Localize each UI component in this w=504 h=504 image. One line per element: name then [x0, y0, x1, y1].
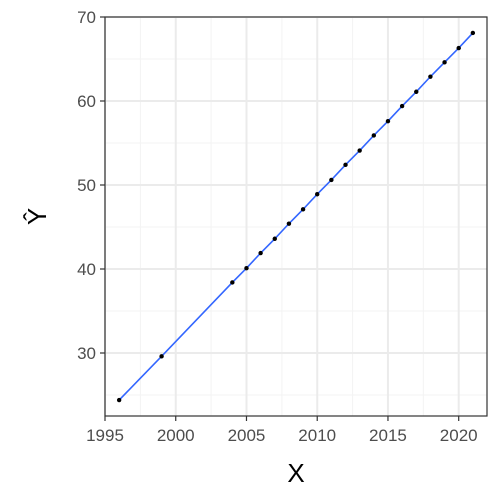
- x-tick-label: 2005: [228, 426, 266, 445]
- x-tick-label: 2015: [369, 426, 407, 445]
- x-tick-label: 2000: [157, 426, 195, 445]
- data-point: [399, 103, 405, 109]
- x-axis: 1995 2000 2005 2010 2015 2020: [86, 416, 478, 445]
- data-point: [159, 354, 164, 359]
- x-tick-label: 2010: [298, 426, 336, 445]
- y-axis: 30 40 50 60 70: [77, 8, 105, 363]
- data-point: [414, 89, 419, 94]
- y-tick-label: 60: [77, 92, 96, 111]
- data-point: [258, 250, 263, 256]
- minor-gridlines: [105, 17, 487, 416]
- data-point: [315, 192, 320, 197]
- y-axis-title: Ŷ: [22, 208, 52, 225]
- data-point: [343, 162, 348, 168]
- data-point: [371, 133, 377, 138]
- y-tick-label: 70: [77, 8, 96, 27]
- data-point: [272, 236, 277, 241]
- data-point: [286, 221, 292, 226]
- series-layer: [116, 30, 476, 403]
- data-point: [428, 74, 433, 79]
- data-point: [329, 177, 334, 183]
- data-point: [116, 397, 122, 403]
- series-line: [118, 32, 474, 401]
- data-point: [456, 45, 461, 51]
- x-axis-title: X: [287, 458, 304, 488]
- data-point: [385, 118, 391, 124]
- x-tick-label: 1995: [86, 426, 124, 445]
- plot-panel-border: [104, 16, 488, 417]
- data-point: [244, 265, 249, 271]
- y-tick-label: 30: [77, 344, 96, 363]
- data-point: [442, 60, 447, 65]
- data-point: [357, 148, 362, 153]
- y-tick-label: 40: [77, 260, 96, 279]
- x-tick-label: 2020: [440, 426, 478, 445]
- data-point: [230, 280, 235, 285]
- data-point: [300, 207, 306, 212]
- y-tick-label: 50: [77, 176, 96, 195]
- data-point: [470, 30, 476, 36]
